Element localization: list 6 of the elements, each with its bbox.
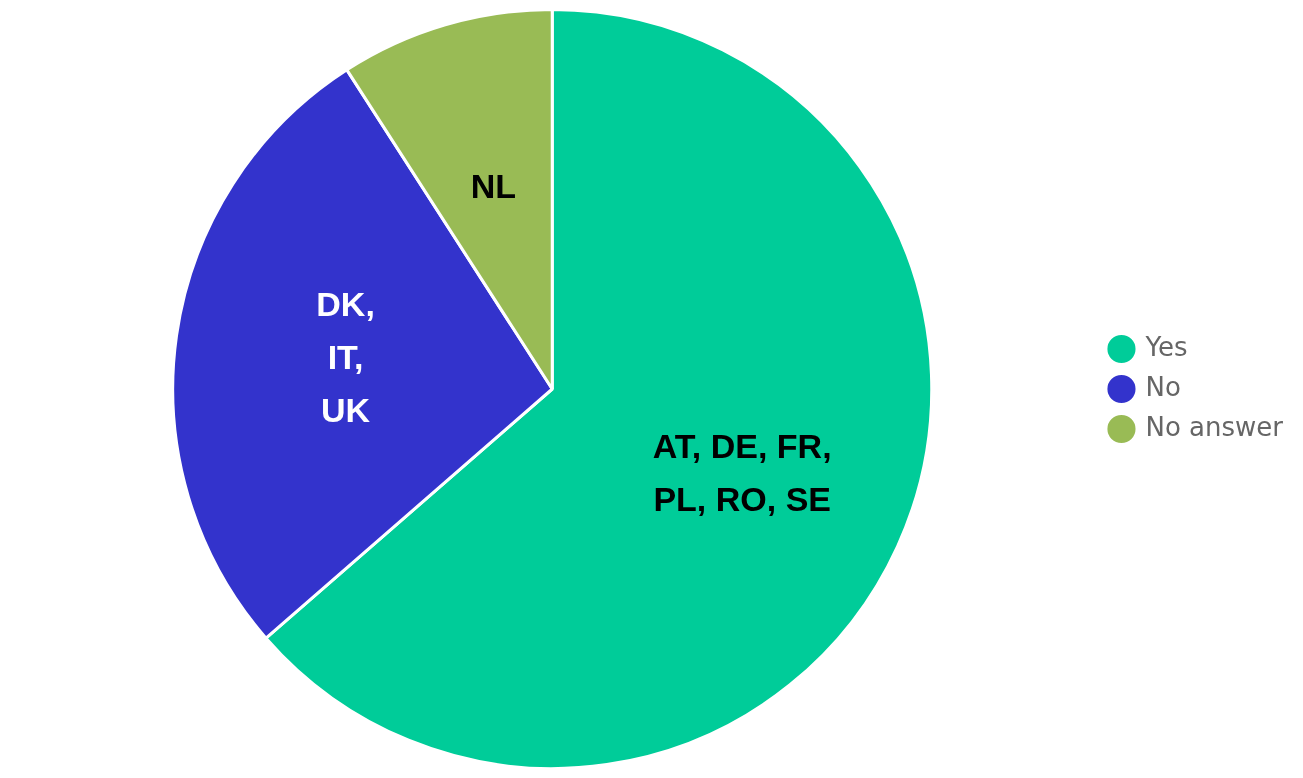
data-label: AT, DE, FR, PL, RO, SE — [652, 427, 832, 519]
legend-label: Yes — [1144, 331, 1188, 362]
data-label: DK, IT, UK — [316, 284, 375, 429]
legend-label: No — [1145, 371, 1181, 402]
legend-label: No answer — [1145, 411, 1284, 442]
data-label: NL — [470, 167, 517, 206]
